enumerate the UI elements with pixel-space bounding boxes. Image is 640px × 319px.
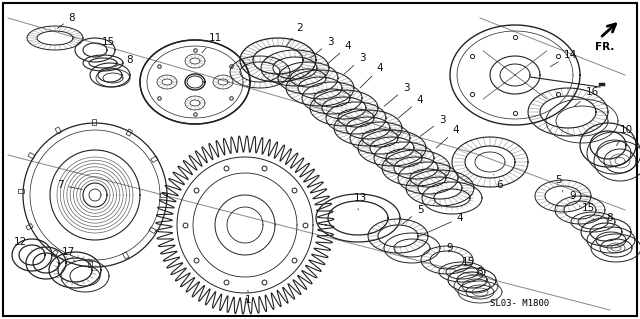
Text: 16: 16 <box>574 87 598 106</box>
Text: 3: 3 <box>310 37 333 58</box>
Text: 9: 9 <box>570 191 580 207</box>
Text: 12: 12 <box>13 237 32 250</box>
Text: 7: 7 <box>57 180 83 190</box>
Text: 11: 11 <box>202 33 221 53</box>
Text: FR.: FR. <box>595 42 614 52</box>
Text: 14: 14 <box>550 50 577 67</box>
Text: 8: 8 <box>57 13 76 28</box>
Text: 5: 5 <box>402 205 423 224</box>
Bar <box>160 193 166 197</box>
Text: 8: 8 <box>476 267 483 277</box>
Text: 2: 2 <box>287 23 303 46</box>
Bar <box>55 127 61 134</box>
Bar <box>122 252 129 259</box>
Text: 4: 4 <box>398 95 423 118</box>
Text: 4: 4 <box>436 125 460 148</box>
Bar <box>149 227 156 234</box>
Text: 17: 17 <box>61 247 75 262</box>
Bar <box>126 129 132 136</box>
Text: 4: 4 <box>417 213 463 237</box>
Text: SL03- M1800: SL03- M1800 <box>490 299 549 308</box>
Bar <box>26 224 33 230</box>
Text: 8: 8 <box>607 213 613 230</box>
Text: 15: 15 <box>101 37 115 52</box>
Text: 15: 15 <box>461 257 475 267</box>
Text: 4: 4 <box>327 41 351 64</box>
Bar <box>52 250 58 257</box>
Text: 9: 9 <box>447 243 453 253</box>
Text: 10: 10 <box>616 125 632 146</box>
Text: 4: 4 <box>360 63 383 88</box>
Text: 8: 8 <box>115 55 133 67</box>
Bar <box>151 156 158 162</box>
Bar <box>28 152 35 159</box>
Text: 6: 6 <box>493 174 503 190</box>
Text: 3: 3 <box>384 83 410 106</box>
Text: 1: 1 <box>244 290 252 305</box>
Bar <box>92 119 96 125</box>
Text: 5: 5 <box>555 175 563 192</box>
Text: 13: 13 <box>353 193 367 210</box>
Text: 3: 3 <box>420 115 445 136</box>
Bar <box>88 261 92 267</box>
Text: 3: 3 <box>344 53 365 74</box>
Bar <box>18 189 24 193</box>
Text: 15: 15 <box>581 203 595 220</box>
